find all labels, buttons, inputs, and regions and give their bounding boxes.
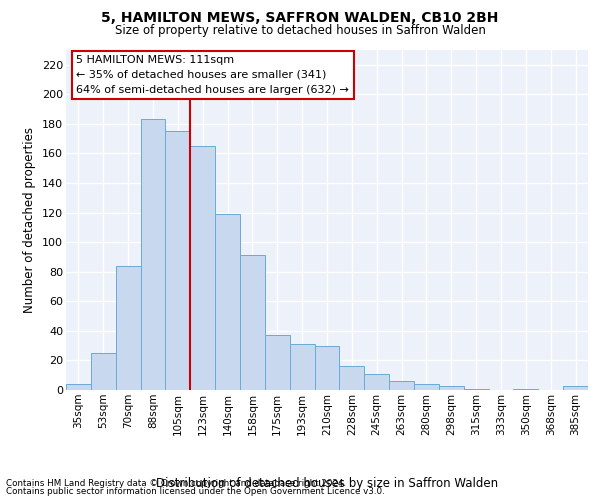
Bar bbox=[240, 256, 265, 390]
Bar bbox=[340, 366, 364, 390]
Bar bbox=[414, 384, 439, 390]
Bar bbox=[314, 346, 340, 390]
Text: Contains public sector information licensed under the Open Government Licence v3: Contains public sector information licen… bbox=[6, 487, 385, 496]
Bar bbox=[66, 384, 91, 390]
Text: 5 HAMILTON MEWS: 111sqm
← 35% of detached houses are smaller (341)
64% of semi-d: 5 HAMILTON MEWS: 111sqm ← 35% of detache… bbox=[76, 55, 349, 94]
Bar bbox=[116, 266, 140, 390]
Bar bbox=[364, 374, 389, 390]
Bar bbox=[215, 214, 240, 390]
Text: 5, HAMILTON MEWS, SAFFRON WALDEN, CB10 2BH: 5, HAMILTON MEWS, SAFFRON WALDEN, CB10 2… bbox=[101, 11, 499, 25]
Bar bbox=[265, 336, 290, 390]
Bar bbox=[166, 132, 190, 390]
Bar bbox=[91, 353, 116, 390]
X-axis label: Distribution of detached houses by size in Saffron Walden: Distribution of detached houses by size … bbox=[156, 476, 498, 490]
Bar bbox=[464, 388, 488, 390]
Bar bbox=[563, 386, 588, 390]
Bar bbox=[389, 381, 414, 390]
Bar bbox=[439, 386, 464, 390]
Bar bbox=[140, 120, 166, 390]
Y-axis label: Number of detached properties: Number of detached properties bbox=[23, 127, 37, 313]
Bar bbox=[514, 388, 538, 390]
Bar bbox=[290, 344, 314, 390]
Bar bbox=[190, 146, 215, 390]
Text: Size of property relative to detached houses in Saffron Walden: Size of property relative to detached ho… bbox=[115, 24, 485, 37]
Text: Contains HM Land Registry data © Crown copyright and database right 2024.: Contains HM Land Registry data © Crown c… bbox=[6, 478, 346, 488]
